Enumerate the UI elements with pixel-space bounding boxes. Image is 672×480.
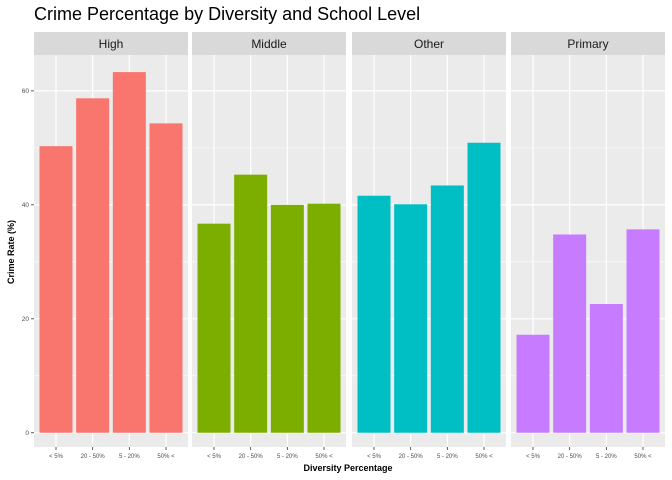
y-axis-title: Crime Rate (%) xyxy=(6,220,16,284)
bar-other-2 xyxy=(394,204,428,433)
x-tick-label: 5 - 20% xyxy=(119,454,140,460)
bar-high-4 xyxy=(149,123,183,433)
x-tick-label: 5 - 20% xyxy=(596,454,617,460)
bar-primary-1 xyxy=(516,334,550,433)
bar-middle-1 xyxy=(197,223,231,433)
bar-primary-3 xyxy=(589,303,623,433)
bar-middle-3 xyxy=(270,204,304,433)
bar-high-1 xyxy=(39,146,73,433)
x-tick-label: < 5% xyxy=(526,454,541,460)
x-tick-label: 5 - 20% xyxy=(437,454,458,460)
x-tick-label: 50% < xyxy=(475,454,493,460)
bar-middle-4 xyxy=(307,203,341,433)
x-tick-label: 20 - 50% xyxy=(81,454,106,460)
facet-panel-other: Other < 5% 20 - 50% 5 - 20% 50% < xyxy=(352,32,506,460)
x-tick-label: 50% < xyxy=(634,454,652,460)
facet-strip xyxy=(352,32,506,55)
bar-high-2 xyxy=(76,98,110,433)
x-tick-label: 20 - 50% xyxy=(399,454,424,460)
facet-strip-label: Primary xyxy=(567,37,608,51)
x-tick-label: 50% < xyxy=(315,454,333,460)
x-tick-label: 20 - 50% xyxy=(239,454,264,460)
bar-high-3 xyxy=(112,72,146,433)
facet-panel-primary: Primary < 5% 20 - 50% 5 - 20% 50% < xyxy=(511,32,665,460)
chart-title: Crime Percentage by Diversity and School… xyxy=(34,4,420,24)
bar-other-1 xyxy=(357,195,391,433)
y-tick-label: 20 xyxy=(22,316,30,323)
x-tick-label: < 5% xyxy=(367,454,382,460)
facet-panel-high: High < 5% 20 - 50% 5 - 20% 50% < xyxy=(34,32,188,460)
bar-middle-2 xyxy=(234,174,268,433)
facet-strip-label: Middle xyxy=(251,37,287,51)
y-tick-label: 60 xyxy=(22,88,30,95)
x-tick-label: 20 - 50% xyxy=(558,454,583,460)
bar-primary-2 xyxy=(553,234,587,433)
y-tick-label: 40 xyxy=(22,202,30,209)
x-tick-label: 50% < xyxy=(157,454,175,460)
x-tick-label: < 5% xyxy=(207,454,222,460)
facet-strip xyxy=(34,32,188,55)
facet-strip xyxy=(511,32,665,55)
bar-other-3 xyxy=(430,185,464,433)
x-tick-label: 5 - 20% xyxy=(277,454,298,460)
facet-strip xyxy=(192,32,346,55)
x-tick-label: < 5% xyxy=(49,454,64,460)
x-axis-title: Diversity Percentage xyxy=(303,463,392,473)
y-axis: 0 20 40 60 xyxy=(22,88,34,437)
facet-panel-middle: Middle < 5% 20 - 50% 5 - 20% 50% < xyxy=(192,32,346,460)
facet-strip-label: Other xyxy=(414,37,444,51)
bar-other-4 xyxy=(467,142,501,433)
facet-strip-label: High xyxy=(99,37,124,51)
bar-primary-4 xyxy=(626,229,660,433)
y-tick-label: 0 xyxy=(25,430,29,437)
facet-panels: High < 5% 20 - 50% 5 - 20% 50% < Middle < 5% 20… xyxy=(34,32,665,460)
